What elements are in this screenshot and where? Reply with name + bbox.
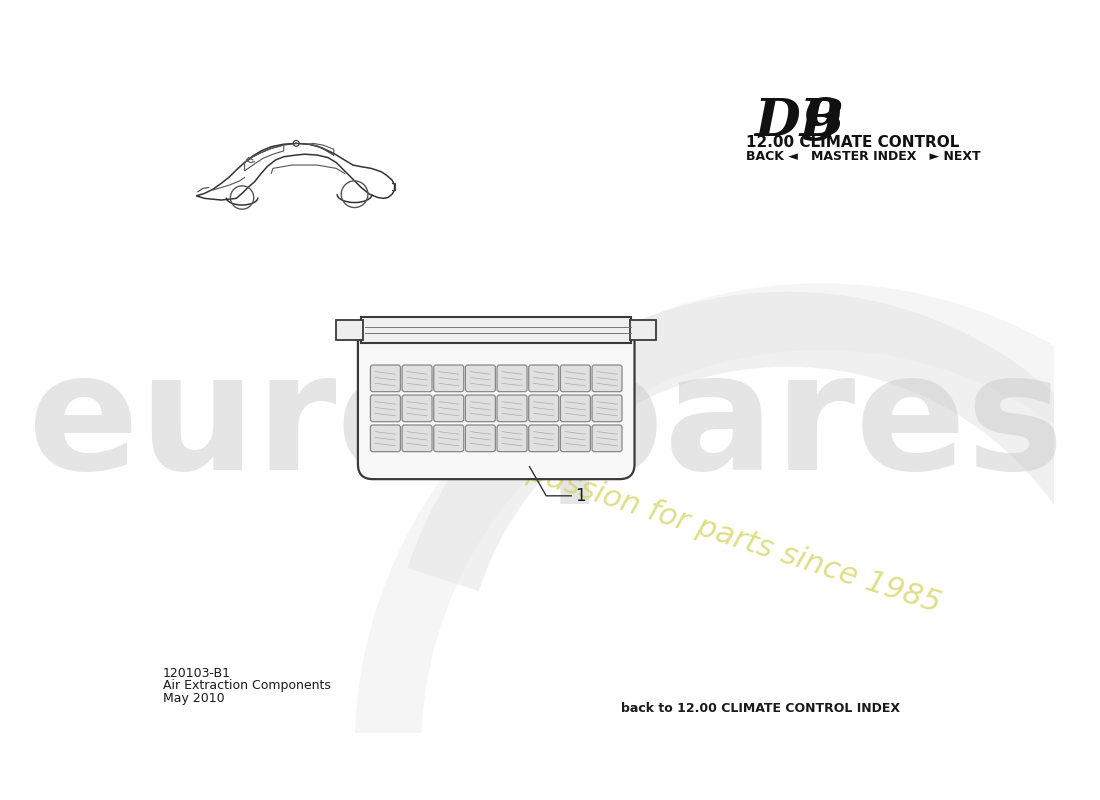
Text: a passion for parts since 1985: a passion for parts since 1985 xyxy=(497,448,945,618)
FancyBboxPatch shape xyxy=(433,365,464,392)
FancyBboxPatch shape xyxy=(529,395,559,422)
Bar xyxy=(337,320,363,340)
Bar xyxy=(629,320,657,340)
Text: back to 12.00 CLIMATE CONTROL INDEX: back to 12.00 CLIMATE CONTROL INDEX xyxy=(621,702,900,714)
FancyBboxPatch shape xyxy=(529,425,559,452)
FancyBboxPatch shape xyxy=(497,395,527,422)
FancyBboxPatch shape xyxy=(560,365,591,392)
FancyBboxPatch shape xyxy=(592,395,622,422)
Text: Air Extraction Components: Air Extraction Components xyxy=(163,679,331,692)
FancyBboxPatch shape xyxy=(403,395,432,422)
FancyBboxPatch shape xyxy=(358,328,635,479)
Text: DB: DB xyxy=(755,96,845,147)
FancyBboxPatch shape xyxy=(497,425,527,452)
Text: 120103-B1: 120103-B1 xyxy=(163,666,231,680)
FancyBboxPatch shape xyxy=(529,365,559,392)
FancyBboxPatch shape xyxy=(465,425,495,452)
FancyBboxPatch shape xyxy=(403,365,432,392)
Polygon shape xyxy=(354,283,1100,750)
Text: BACK ◄   MASTER INDEX   ► NEXT: BACK ◄ MASTER INDEX ► NEXT xyxy=(746,150,981,163)
Text: eurospares: eurospares xyxy=(29,346,1064,505)
FancyBboxPatch shape xyxy=(433,425,464,452)
FancyBboxPatch shape xyxy=(465,395,495,422)
Bar xyxy=(361,317,631,343)
FancyBboxPatch shape xyxy=(592,425,622,452)
FancyBboxPatch shape xyxy=(371,395,400,422)
FancyBboxPatch shape xyxy=(497,365,527,392)
FancyBboxPatch shape xyxy=(403,425,432,452)
FancyBboxPatch shape xyxy=(433,395,464,422)
FancyBboxPatch shape xyxy=(560,425,591,452)
FancyBboxPatch shape xyxy=(560,395,591,422)
FancyBboxPatch shape xyxy=(371,425,400,452)
Text: 9: 9 xyxy=(801,96,842,152)
FancyBboxPatch shape xyxy=(371,365,400,392)
Polygon shape xyxy=(407,292,1100,731)
Text: 1: 1 xyxy=(575,487,586,505)
Text: 12.00 CLIMATE CONTROL: 12.00 CLIMATE CONTROL xyxy=(746,135,959,150)
FancyBboxPatch shape xyxy=(465,365,495,392)
Text: May 2010: May 2010 xyxy=(163,692,224,705)
FancyBboxPatch shape xyxy=(592,365,622,392)
